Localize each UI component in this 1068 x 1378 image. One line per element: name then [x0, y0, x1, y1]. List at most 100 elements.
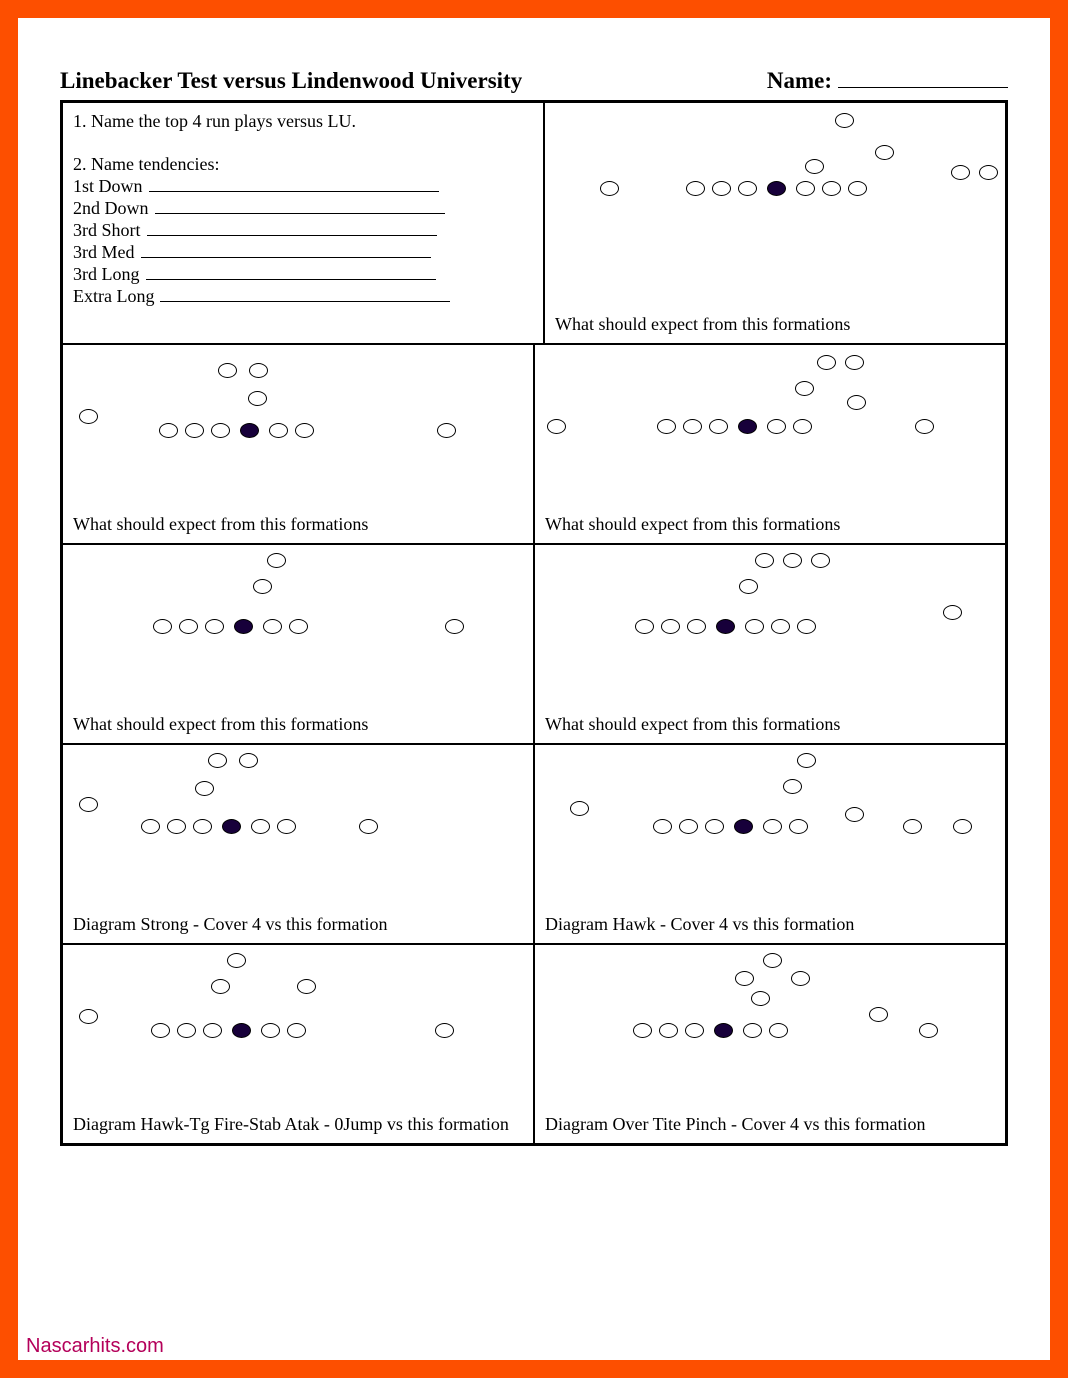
player-filled	[232, 1023, 251, 1038]
formation-cell-3: What should expect from this formations	[534, 344, 1006, 544]
player-open	[915, 419, 934, 434]
player-open	[261, 1023, 280, 1038]
formation-cell-8: Diagram Hawk-Tg Fire-Stab Atak - 0Jump v…	[62, 944, 534, 1144]
player-open	[735, 971, 754, 986]
player-open	[943, 605, 962, 620]
header: Linebacker Test versus Lindenwood Univer…	[60, 68, 1008, 94]
player-filled	[234, 619, 253, 634]
formation-cell-4: What should expect from this formations	[62, 544, 534, 744]
player-open	[805, 159, 824, 174]
caption: Diagram Over Tite Pinch - Cover 4 vs thi…	[545, 1114, 925, 1135]
tendency-blank	[149, 178, 439, 192]
player-open	[249, 363, 268, 378]
tendency-line: 2nd Down	[73, 198, 533, 219]
player-open	[211, 979, 230, 994]
formation-cell-5: What should expect from this formations	[534, 544, 1006, 744]
tendency-blank	[141, 244, 431, 258]
player-open	[218, 363, 237, 378]
player-open	[793, 419, 812, 434]
formation-diagram	[535, 945, 1005, 1085]
player-open	[783, 553, 802, 568]
player-open	[685, 1023, 704, 1038]
player-open	[177, 1023, 196, 1038]
caption: What should expect from this formations	[545, 514, 840, 535]
worksheet-grid: 1. Name the top 4 run plays versus LU. 2…	[60, 100, 1008, 1146]
player-open	[869, 1007, 888, 1022]
tendency-line: Extra Long	[73, 286, 533, 307]
player-open	[797, 619, 816, 634]
player-open	[251, 819, 270, 834]
player-filled	[240, 423, 259, 438]
player-open	[267, 553, 286, 568]
formation-diagram	[535, 745, 1005, 885]
tendency-label: Extra Long	[73, 286, 154, 307]
player-open	[791, 971, 810, 986]
player-open	[817, 355, 836, 370]
player-filled	[738, 419, 757, 434]
player-open	[269, 423, 288, 438]
player-open	[979, 165, 998, 180]
formation-cell-2: What should expect from this formations	[62, 344, 534, 544]
watermark: Nascarhits.com	[26, 1335, 164, 1358]
player-open	[253, 579, 272, 594]
caption: Diagram Hawk-Tg Fire-Stab Atak - 0Jump v…	[73, 1114, 509, 1135]
player-open	[796, 181, 815, 196]
player-filled	[734, 819, 753, 834]
player-open	[211, 423, 230, 438]
player-open	[179, 619, 198, 634]
player-open	[287, 1023, 306, 1038]
player-open	[248, 391, 267, 406]
player-open	[600, 181, 619, 196]
player-open	[195, 781, 214, 796]
player-open	[739, 579, 758, 594]
player-open	[635, 619, 654, 634]
player-open	[738, 181, 757, 196]
player-open	[903, 819, 922, 834]
player-open	[795, 381, 814, 396]
caption: What should expect from this formations	[545, 714, 840, 735]
tendency-label: 3rd Short	[73, 220, 141, 241]
player-open	[79, 409, 98, 424]
player-open	[679, 819, 698, 834]
player-open	[208, 753, 227, 768]
player-open	[845, 807, 864, 822]
player-open	[848, 181, 867, 196]
player-open	[633, 1023, 652, 1038]
tendency-blank	[146, 266, 436, 280]
question-2: 2. Name tendencies:	[73, 154, 533, 175]
player-open	[203, 1023, 222, 1038]
player-open	[79, 797, 98, 812]
player-open	[159, 423, 178, 438]
player-filled	[714, 1023, 733, 1038]
name-field: Name:	[767, 68, 1008, 94]
player-open	[141, 819, 160, 834]
player-open	[875, 145, 894, 160]
player-open	[297, 979, 316, 994]
player-open	[151, 1023, 170, 1038]
formation-diagram	[63, 945, 533, 1085]
player-open	[435, 1023, 454, 1038]
player-open	[661, 619, 680, 634]
formation-diagram	[535, 345, 1005, 485]
player-open	[919, 1023, 938, 1038]
tendency-blank	[147, 222, 437, 236]
page-title: Linebacker Test versus Lindenwood Univer…	[60, 68, 522, 94]
player-open	[263, 619, 282, 634]
tendency-label: 3rd Long	[73, 264, 140, 285]
player-open	[193, 819, 212, 834]
player-filled	[222, 819, 241, 834]
player-open	[227, 953, 246, 968]
player-open	[709, 419, 728, 434]
formation-diagram	[63, 545, 533, 685]
player-open	[771, 619, 790, 634]
player-open	[822, 181, 841, 196]
player-open	[767, 419, 786, 434]
player-open	[755, 553, 774, 568]
player-open	[769, 1023, 788, 1038]
player-open	[437, 423, 456, 438]
player-open	[79, 1009, 98, 1024]
player-open	[205, 619, 224, 634]
player-open	[167, 819, 186, 834]
player-filled	[767, 181, 786, 196]
tendency-blank	[160, 288, 450, 302]
